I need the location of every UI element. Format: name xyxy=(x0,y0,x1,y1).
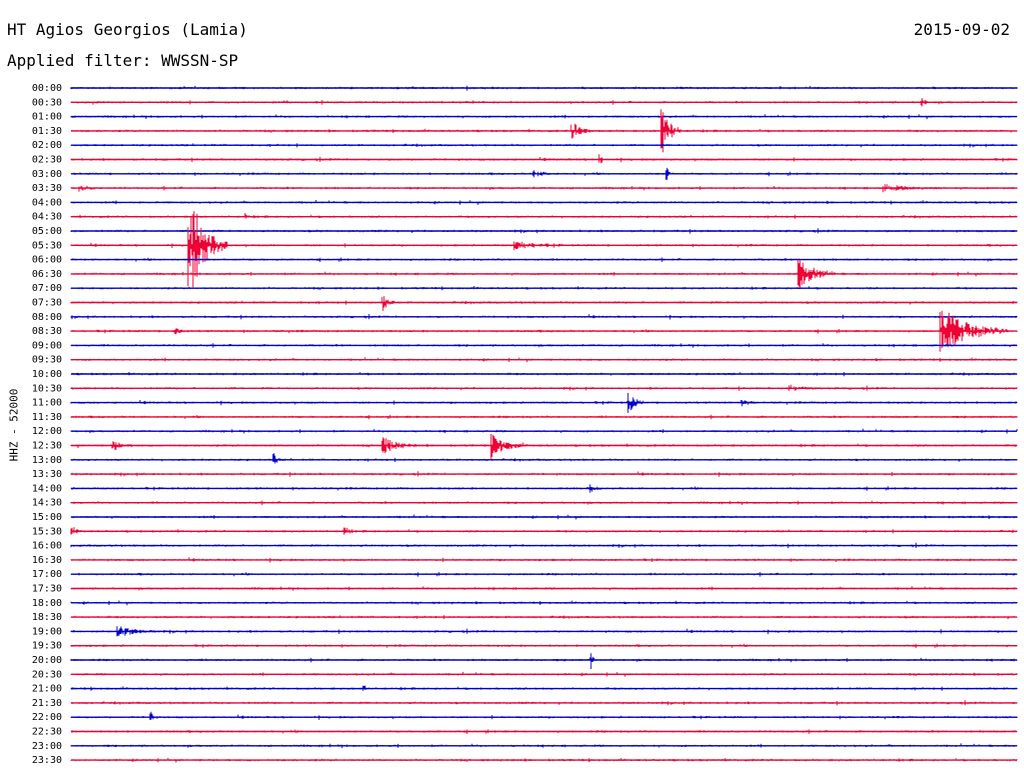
row-time-label: 05:00 xyxy=(32,226,62,237)
row-time-label: 06:30 xyxy=(32,269,62,280)
row-time-label: 19:30 xyxy=(32,641,62,652)
seismic-trace-2200 xyxy=(70,711,1018,720)
date-label: 2015-09-02 xyxy=(913,20,1010,39)
row-time-label: 19:00 xyxy=(32,626,62,637)
row-time-label: 01:00 xyxy=(32,112,62,123)
seismic-trace-1230 xyxy=(70,434,1018,459)
row-time-label: 09:30 xyxy=(32,355,62,366)
row-time-label: 22:30 xyxy=(32,727,62,738)
row-time-label: 03:00 xyxy=(32,169,62,180)
row-time-label: 02:30 xyxy=(32,155,62,166)
seismic-trace-0730 xyxy=(70,296,1018,311)
row-time-label: 09:00 xyxy=(32,340,62,351)
row-time-label: 20:00 xyxy=(32,655,62,666)
row-time-label: 03:30 xyxy=(32,183,62,194)
row-time-label: 00:30 xyxy=(32,97,62,108)
row-time-label: 16:30 xyxy=(32,555,62,566)
seismic-trace-0230 xyxy=(70,154,1018,164)
row-time-label: 05:30 xyxy=(32,240,62,251)
row-time-label: 22:00 xyxy=(32,712,62,723)
row-time-label: 07:00 xyxy=(32,283,62,294)
row-time-label: 04:00 xyxy=(32,197,62,208)
row-time-label: 15:00 xyxy=(32,512,62,523)
row-time-label: 10:00 xyxy=(32,369,62,380)
row-time-label: 18:00 xyxy=(32,598,62,609)
filter-label: Applied filter: WWSSN-SP xyxy=(7,51,239,70)
row-time-label: 17:30 xyxy=(32,584,62,595)
row-time-label: 00:00 xyxy=(32,83,62,94)
row-time-label: 20:30 xyxy=(32,669,62,680)
row-time-label: 16:00 xyxy=(32,541,62,552)
seismic-trace-0430 xyxy=(70,213,1018,219)
row-time-label: 02:00 xyxy=(32,140,62,151)
row-time-label: 01:30 xyxy=(32,126,62,137)
row-time-label: 14:30 xyxy=(32,498,62,509)
row-time-label: 06:00 xyxy=(32,255,62,266)
row-time-label: 17:00 xyxy=(32,569,62,580)
seismic-trace-0530 xyxy=(70,211,1018,288)
row-time-label: 08:00 xyxy=(32,312,62,323)
row-time-label: 11:00 xyxy=(32,398,62,409)
row-time-label: 12:30 xyxy=(32,441,62,452)
row-time-label: 12:00 xyxy=(32,426,62,437)
row-time-label: 23:30 xyxy=(32,755,62,766)
row-time-label: 07:30 xyxy=(32,298,62,309)
row-time-label: 23:00 xyxy=(32,741,62,752)
row-time-label: 11:30 xyxy=(32,412,62,423)
row-time-label: 18:30 xyxy=(32,612,62,623)
row-time-label: 13:00 xyxy=(32,455,62,466)
station-title: HT Agios Georgios (Lamia) xyxy=(7,20,248,39)
seismic-trace-2000 xyxy=(70,653,1018,669)
row-time-label: 08:30 xyxy=(32,326,62,337)
row-time-label: 21:30 xyxy=(32,698,62,709)
seismic-trace-1300 xyxy=(70,453,1018,464)
row-time-label: 13:30 xyxy=(32,469,62,480)
row-time-label: 10:30 xyxy=(32,383,62,394)
row-time-label: 21:00 xyxy=(32,684,62,695)
row-time-label: 04:30 xyxy=(32,212,62,223)
row-time-label: 15:30 xyxy=(32,526,62,537)
row-time-label: 14:00 xyxy=(32,483,62,494)
